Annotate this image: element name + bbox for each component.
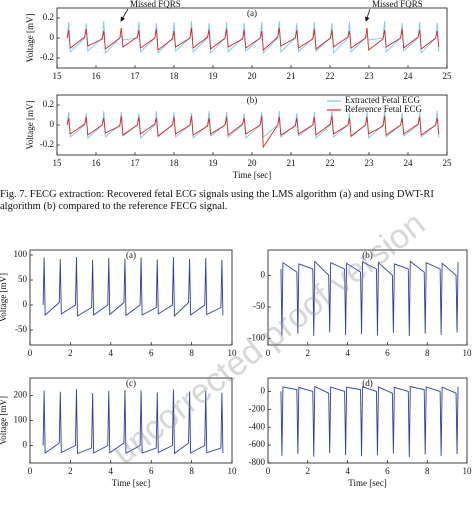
x-tick-label: 4 [345, 348, 350, 358]
y-tick-label: 0 [261, 385, 266, 395]
y-tick-label: -400 [249, 421, 266, 431]
signal-line [280, 385, 459, 458]
x-tick-label: 25 [443, 158, 453, 168]
signal-line [66, 27, 440, 51]
x-tick-label: 15 [53, 158, 63, 168]
plot-title: (b) [362, 250, 373, 260]
plot-title: (c) [126, 378, 136, 388]
y-tick-label: 0 [23, 440, 28, 450]
y-axis-label: Voltage [mV] [0, 273, 8, 322]
y-tick-label: 200 [14, 390, 28, 400]
y-tick-label: 50 [18, 274, 28, 284]
plot-frame [267, 249, 468, 346]
x-tick-label: 6 [385, 466, 390, 476]
x-tick-label: 4 [109, 466, 114, 476]
y-tick-label: 0.2 [43, 12, 54, 22]
plot-frame [29, 249, 233, 346]
x-tick-label: 10 [463, 466, 473, 476]
x-tick-label: 6 [149, 348, 154, 358]
x-tick-label: 4 [345, 466, 350, 476]
x-tick-label: 17 [131, 71, 141, 81]
x-tick-label: 19 [209, 71, 219, 81]
y-axis-label: Voltage [mV] [25, 100, 35, 149]
y-tick-label: -50 [253, 301, 265, 311]
watermark: uncorrected proof version [105, 205, 432, 472]
x-tick-label: 8 [189, 348, 194, 358]
signal-line [280, 260, 459, 337]
x-tick-label: 21 [287, 71, 296, 81]
x-tick-label: 2 [68, 348, 73, 358]
x-axis-label: Time [sec] [233, 170, 271, 180]
y-tick-label: -800 [249, 457, 266, 467]
x-tick-label: 8 [189, 466, 194, 476]
x-tick-label: 21 [287, 158, 296, 168]
x-tick-label: 0 [266, 466, 271, 476]
x-tick-label: 23 [365, 158, 375, 168]
y-tick-label: 0 [261, 269, 266, 279]
x-tick-label: 16 [92, 71, 102, 81]
x-tick-label: 24 [404, 158, 414, 168]
annotation: Missed FQRS [372, 0, 423, 9]
x-tick-label: 17 [131, 158, 141, 168]
x-tick-label: 10 [463, 348, 473, 358]
x-axis-label: Time [sec] [112, 478, 150, 488]
legend-label: Reference Fetal ECG [345, 104, 422, 114]
caption: Fig. 7. FECG extraction: Recovered fetal… [0, 189, 434, 212]
x-tick-label: 0 [266, 348, 271, 358]
y-tick-label: 0 [23, 299, 28, 309]
x-tick-label: 2 [306, 348, 311, 358]
y-tick-label: -100 [249, 333, 266, 343]
x-tick-label: 23 [365, 71, 375, 81]
plot-title: (a) [126, 250, 136, 260]
signal-line [42, 256, 224, 318]
x-tick-label: 20 [248, 158, 258, 168]
x-tick-label: 19 [209, 158, 219, 168]
x-tick-label: 10 [228, 348, 238, 358]
y-tick-label: -200 [249, 403, 266, 413]
x-tick-label: 8 [425, 466, 430, 476]
y-tick-label: 100 [14, 415, 28, 425]
x-axis-label: Time [sec] [348, 478, 386, 488]
x-tick-label: 18 [170, 71, 180, 81]
y-tick-label: 0.2 [43, 99, 54, 109]
x-tick-label: 24 [404, 71, 414, 81]
x-tick-label: 20 [248, 71, 258, 81]
x-tick-label: 0 [28, 466, 33, 476]
y-tick-label: -50 [15, 324, 27, 334]
x-tick-label: 15 [53, 71, 63, 81]
x-tick-label: 2 [68, 466, 73, 476]
x-tick-label: 0 [28, 348, 33, 358]
y-tick-label: -600 [249, 439, 266, 449]
y-tick-label: 0 [50, 32, 55, 42]
y-axis-label: Voltage [mV] [25, 13, 35, 62]
x-tick-label: 10 [228, 466, 238, 476]
y-tick-label: 0 [50, 119, 55, 129]
legend-label: Extracted Fetal ECG [345, 95, 420, 105]
annotation: Missed FQRS [130, 0, 181, 9]
plot-title: (b) [247, 95, 258, 105]
x-tick-label: 25 [443, 71, 453, 81]
x-tick-label: 18 [170, 158, 180, 168]
y-axis-label: Voltage [mV] [0, 396, 8, 445]
x-tick-label: 4 [109, 348, 114, 358]
x-tick-label: 6 [149, 466, 154, 476]
annotation-arrow [364, 8, 371, 22]
x-tick-label: 8 [425, 348, 430, 358]
x-tick-label: 22 [326, 158, 335, 168]
signal-line [66, 115, 440, 149]
x-tick-label: 16 [92, 158, 102, 168]
y-tick-label: -0.2 [40, 52, 54, 62]
plot-frame [267, 377, 468, 464]
x-tick-label: 22 [326, 71, 335, 81]
plot-title: (d) [362, 378, 373, 388]
y-tick-label: 100 [14, 249, 28, 259]
x-tick-label: 6 [385, 348, 390, 358]
signal-line [42, 389, 224, 455]
x-tick-label: 2 [306, 466, 311, 476]
plot-title: (a) [247, 8, 257, 18]
y-tick-label: -0.2 [40, 139, 54, 149]
annotation-arrow [120, 8, 129, 22]
